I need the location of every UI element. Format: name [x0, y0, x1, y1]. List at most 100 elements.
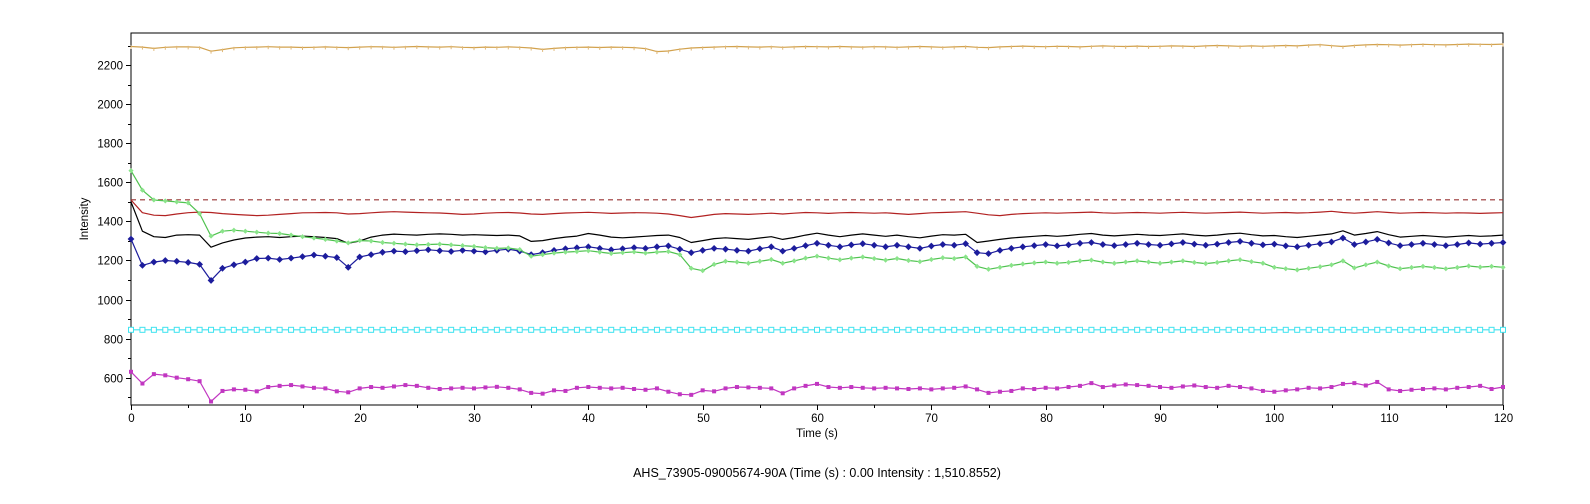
trace-navy-marker	[1065, 241, 1072, 249]
trace-magenta-marker	[1032, 386, 1037, 391]
trace-green-marker	[1477, 264, 1483, 270]
trace-green-marker	[334, 238, 340, 244]
trace-cyan-marker	[1076, 326, 1083, 333]
trace-navy-marker	[962, 240, 970, 248]
trace-navy-marker	[745, 247, 752, 255]
trace-navy-marker	[619, 245, 627, 253]
trace-green-marker	[151, 197, 157, 203]
trace-green-marker	[265, 230, 271, 236]
trace-navy-marker	[321, 252, 329, 260]
trace-cyan-marker	[722, 326, 729, 333]
trace-cyan-marker	[585, 326, 592, 333]
trace-navy-marker	[687, 249, 695, 257]
trace-green-marker	[1077, 258, 1083, 264]
trace-cyan-marker	[448, 326, 455, 333]
trace-magenta-marker	[1443, 387, 1448, 392]
trace-cyan-marker	[836, 326, 843, 333]
trace-navy-marker	[916, 244, 924, 252]
trace-cyan-marker	[402, 326, 409, 333]
trace-green-marker	[951, 255, 957, 262]
trace-cyan-marker	[196, 326, 203, 333]
trace-magenta-marker	[632, 386, 637, 391]
trace-magenta-marker	[1158, 385, 1162, 390]
trace-green-marker	[1500, 264, 1506, 270]
trace-navy-marker	[1259, 241, 1267, 249]
trace-cyan-marker	[733, 326, 740, 333]
trace-cyan-marker	[528, 326, 535, 333]
trace-magenta-marker	[803, 383, 808, 388]
trace-green-marker	[1271, 264, 1277, 270]
plot-area[interactable]	[130, 32, 1504, 406]
trace-navy-marker	[1156, 241, 1164, 249]
trace-cyan-marker	[1259, 326, 1266, 333]
trace-navy-marker	[847, 241, 855, 249]
trace-green-marker	[391, 240, 397, 246]
trace-cyan-marker	[459, 326, 466, 333]
trace-green-marker	[494, 245, 500, 251]
trace-green-marker	[997, 264, 1003, 270]
trace-cyan-marker	[1454, 326, 1461, 333]
trace-magenta-marker	[391, 384, 396, 389]
trace-green-marker	[1454, 264, 1460, 271]
trace-green-marker	[700, 268, 706, 274]
trace-magenta-marker	[963, 384, 968, 389]
trace-magenta-marker	[1329, 385, 1334, 390]
trace-green-marker	[277, 230, 283, 237]
caption: AHS_73905-09005674-90A (Time (s) : 0.00 …	[633, 466, 1001, 480]
trace-green-marker	[1226, 258, 1232, 264]
trace-magenta-marker	[1238, 385, 1243, 390]
trace-navy-marker	[1396, 242, 1404, 250]
trace-green-marker	[368, 238, 374, 244]
trace-navy-marker	[1465, 239, 1473, 247]
trace-green-marker	[688, 265, 694, 271]
trace-green-marker	[128, 168, 134, 174]
trace-green-marker	[883, 257, 889, 263]
trace-navy-marker	[1248, 239, 1255, 247]
trace-cyan-marker	[425, 326, 432, 333]
trace-green-marker	[174, 199, 180, 205]
trace-navy-marker	[1030, 242, 1038, 250]
trace-navy-marker	[459, 246, 466, 254]
trace-cyan-marker	[1054, 326, 1061, 333]
trace-cyan-marker	[608, 326, 615, 333]
trace-cyan-marker	[551, 326, 558, 333]
trace-green-marker	[1408, 264, 1415, 271]
trace-magenta-marker	[1192, 383, 1197, 388]
trace-magenta-marker	[975, 387, 980, 392]
trace-cyan-marker	[814, 326, 820, 333]
trace-navy-marker	[173, 257, 181, 265]
trace-magenta-marker	[140, 381, 145, 386]
trace-magenta-marker	[997, 389, 1002, 394]
trace-green-marker	[608, 250, 614, 257]
trace-magenta-marker	[300, 384, 305, 389]
trace-magenta-marker	[837, 385, 842, 390]
trace-magenta-marker	[506, 385, 511, 390]
trace-navy-marker	[287, 254, 295, 262]
y-tick-label: 2200	[97, 61, 123, 73]
trace-magenta-marker	[986, 390, 991, 395]
y-tick-label: 1400	[97, 217, 123, 229]
trace-magenta-marker	[1295, 387, 1300, 392]
trace-navy-marker	[1190, 240, 1198, 248]
trace-navy-marker	[207, 277, 215, 284]
trace-magenta-marker	[346, 390, 351, 395]
trace-navy-marker	[1122, 241, 1130, 248]
trace-cyan-marker	[1237, 326, 1244, 333]
trace-green-marker	[860, 254, 866, 260]
trace-navy-marker	[939, 241, 947, 248]
trace-green-marker	[711, 261, 717, 268]
trace-cyan-marker	[413, 326, 420, 333]
trace-cyan-marker	[162, 326, 169, 333]
trace-magenta-marker	[677, 392, 682, 397]
trace-cyan-marker	[288, 326, 295, 333]
trace-navy-marker	[1373, 236, 1381, 243]
trace-green-marker	[585, 248, 591, 254]
trace-green-marker	[745, 260, 751, 266]
trace-navy-marker	[1282, 242, 1290, 250]
trace-green-marker	[574, 248, 580, 255]
trace-magenta-marker	[620, 385, 625, 390]
trace-green-marker	[1203, 261, 1209, 267]
trace-navy-marker	[1110, 242, 1118, 250]
trace-green-marker	[905, 257, 912, 264]
trace-navy-marker	[379, 248, 386, 256]
